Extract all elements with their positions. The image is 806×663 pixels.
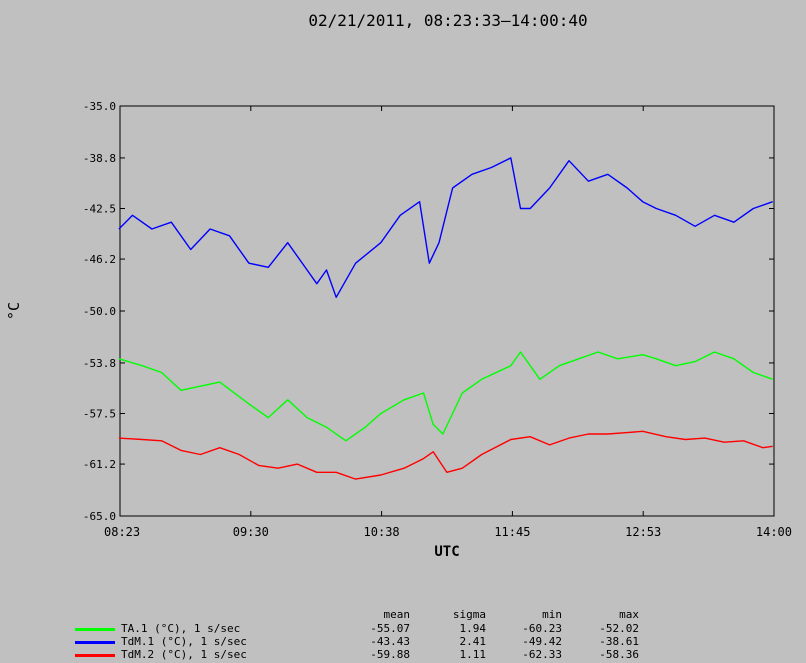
x-tick-label: 09:30 <box>233 525 269 539</box>
plot-frame <box>119 105 775 517</box>
min-value: -62.33 <box>522 648 562 661</box>
mean-value: -59.88 <box>370 648 410 661</box>
y-tick-label: -46.2 <box>83 253 116 266</box>
header-mean: mean <box>383 608 411 621</box>
stats-table: mean sigma min max TA.1 (°C), 1 s/sec -5… <box>0 600 806 663</box>
chart: 02/21/2011, 08:23:33–14:00:40 -35.0 -38.8… <box>5 11 792 560</box>
legend-swatch-ta1 <box>75 628 115 631</box>
header-max: max <box>619 608 639 621</box>
series-line-2 <box>118 430 773 480</box>
series-layer <box>118 157 773 480</box>
max-value: -38.61 <box>599 635 639 648</box>
stats-row-tdm1: TdM.1 (°C), 1 s/sec -43.43 2.41 -49.42 -… <box>0 635 806 648</box>
header-sigma: sigma <box>452 608 486 621</box>
mean-value: -55.07 <box>370 622 410 635</box>
chart-title: 02/21/2011, 08:23:33–14:00:40 <box>308 11 587 30</box>
sigma-value: 1.94 <box>459 622 487 635</box>
min-value: -60.23 <box>522 622 562 635</box>
x-tick-label: 11:45 <box>494 525 530 539</box>
x-axis-label: UTC <box>434 544 459 560</box>
x-tick-label: 12:53 <box>625 525 661 539</box>
sigma-value: 1.11 <box>459 648 487 661</box>
legend-swatch-tdm1 <box>75 641 115 644</box>
stats-row-ta1: TA.1 (°C), 1 s/sec -55.07 1.94 -60.23 -5… <box>0 622 806 635</box>
series-line-1 <box>118 157 773 298</box>
y-axis-label: °C <box>5 302 23 320</box>
mean-value: -43.43 <box>370 635 410 648</box>
legend-swatch-tdm2 <box>75 654 115 657</box>
x-tick-label: 08:23 <box>104 525 140 539</box>
header-min: min <box>542 608 562 621</box>
sigma-value: 2.41 <box>459 635 487 648</box>
y-tick-label: -65.0 <box>83 510 116 523</box>
series-line-0 <box>118 351 773 442</box>
x-tick-label: 14:00 <box>756 525 792 539</box>
series-label-ta1: TA.1 (°C), 1 s/sec <box>121 622 241 635</box>
stats-row-tdm2: TdM.2 (°C), 1 s/sec -59.88 1.11 -62.33 -… <box>0 648 806 661</box>
max-value: -52.02 <box>599 622 639 635</box>
y-tick-label: -61.2 <box>83 458 116 471</box>
y-tick-label: -57.5 <box>83 408 116 421</box>
y-tick-label: -38.8 <box>83 152 116 165</box>
max-value: -58.36 <box>599 648 639 661</box>
y-tick-label: -53.8 <box>83 357 116 370</box>
x-axis: 08:23 09:30 10:38 11:45 12:53 14:00 <box>104 106 792 539</box>
y-tick-label: -35.0 <box>83 100 116 113</box>
x-tick-label: 10:38 <box>364 525 400 539</box>
series-label-tdm1: TdM.1 (°C), 1 s/sec <box>121 635 247 648</box>
y-tick-label: -42.5 <box>83 203 116 216</box>
y-tick-label: -50.0 <box>83 305 116 318</box>
min-value: -49.42 <box>522 635 562 648</box>
series-label-tdm2: TdM.2 (°C), 1 s/sec <box>121 648 247 661</box>
y-axis: -35.0 -38.8 -42.5 -46.2 -50.0 -53.8 -57.5 -61.2… <box>83 100 774 523</box>
